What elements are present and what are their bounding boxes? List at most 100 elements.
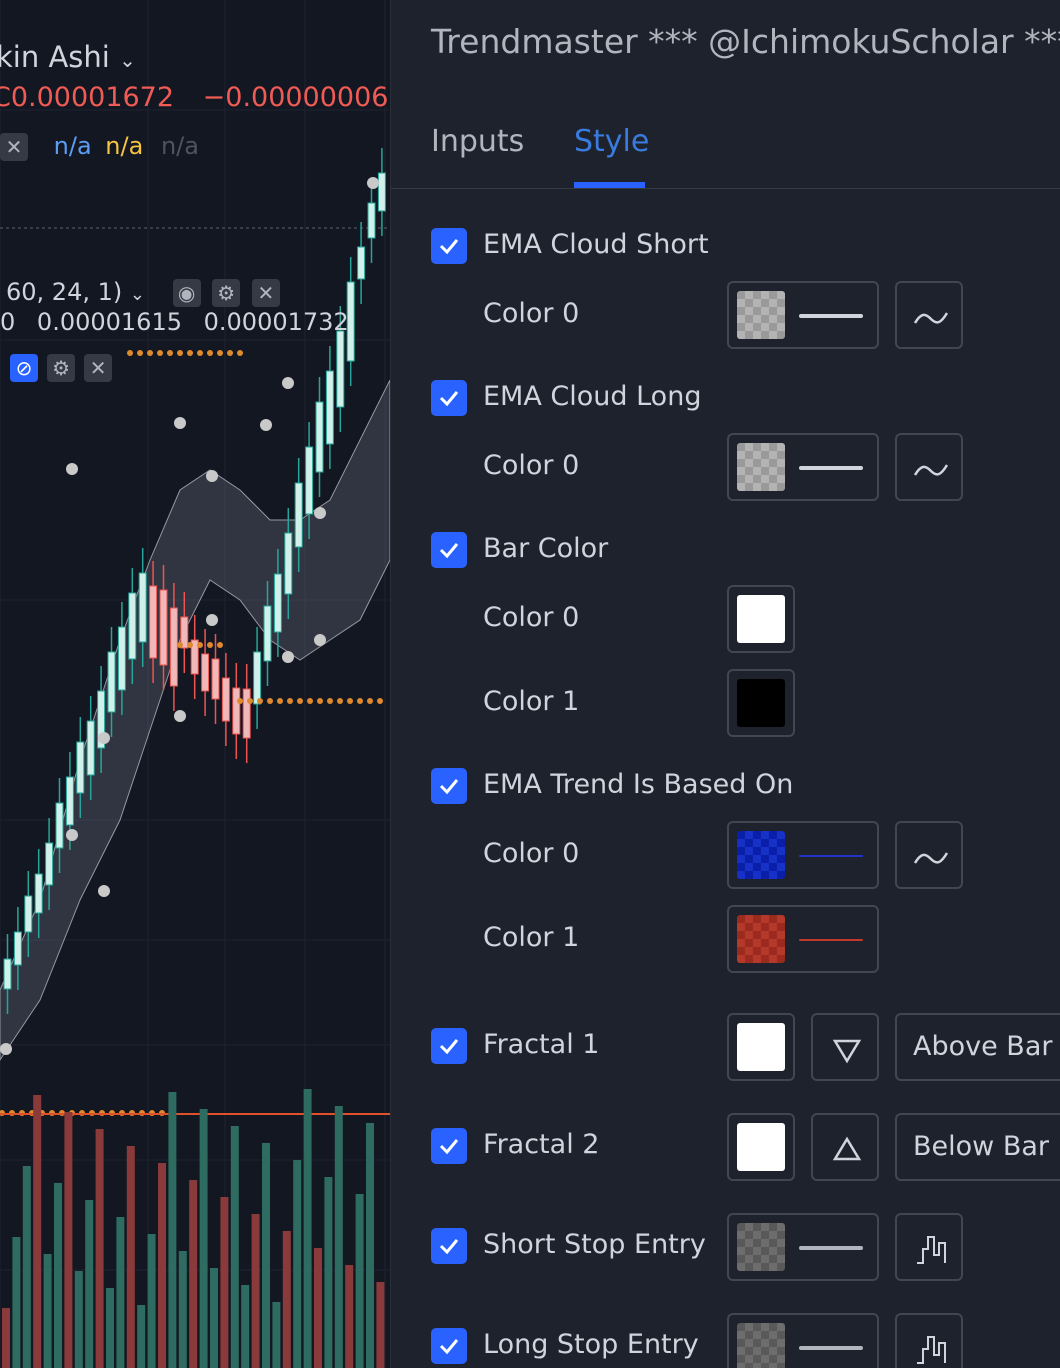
volume-bar xyxy=(220,1197,229,1368)
fractal1-checkbox[interactable] xyxy=(431,1028,467,1064)
volume-bar xyxy=(355,1194,364,1368)
plot-style-button[interactable] xyxy=(895,281,963,349)
fractal2-checkbox[interactable] xyxy=(431,1128,467,1164)
volume-bar xyxy=(376,1282,385,1368)
short-stop-color-swatch[interactable] xyxy=(727,1213,879,1281)
stop-dot xyxy=(237,698,243,704)
ema-trend-color0-swatch[interactable] xyxy=(727,821,879,889)
short-stop-checkbox[interactable] xyxy=(431,1228,467,1264)
line-preview xyxy=(799,1346,863,1350)
fractal1-shape-button[interactable] xyxy=(811,1013,879,1081)
fractal2-shape-button[interactable] xyxy=(811,1113,879,1181)
chevron-down-icon[interactable]: ⌄ xyxy=(129,284,145,305)
stop-dot xyxy=(247,698,253,704)
candle-body xyxy=(76,741,85,794)
indicator-params[interactable]: 60, 24, 1) xyxy=(6,278,123,306)
chevron-down-icon[interactable]: ⌄ xyxy=(119,48,136,72)
stop-dot xyxy=(207,350,213,356)
fractal-marker xyxy=(314,507,326,519)
stop-dot xyxy=(127,350,133,356)
candle-body xyxy=(201,653,210,692)
volume-bar xyxy=(74,1271,83,1368)
eye-hidden-icon[interactable]: ⊘ xyxy=(10,354,38,382)
checkmark-icon xyxy=(439,1339,459,1355)
tab-inputs[interactable]: Inputs xyxy=(431,124,525,159)
bar-color-checkbox[interactable] xyxy=(431,532,467,568)
ema-cloud-long-checkbox[interactable] xyxy=(431,380,467,416)
ema-cloud-short-checkbox[interactable] xyxy=(431,228,467,264)
candle-body xyxy=(325,370,334,445)
stop-dot xyxy=(267,698,273,704)
indicator-value: n/a xyxy=(105,132,144,160)
ema-cloud-short-color0-swatch[interactable] xyxy=(727,281,879,349)
close-icon[interactable]: ✕ xyxy=(0,133,28,161)
volume-bar xyxy=(314,1248,322,1368)
volume-bar xyxy=(303,1089,312,1368)
ema-trend-color0-label: Color 0 xyxy=(483,838,580,869)
fractal-marker xyxy=(66,463,78,475)
candle-body xyxy=(357,246,366,280)
fractal2-row: Fractal 2 xyxy=(391,1116,1060,1176)
fractal-marker xyxy=(0,1043,12,1055)
checkmark-icon xyxy=(439,239,459,255)
fractal2-location-select[interactable]: Below Bar ⌄ xyxy=(895,1113,1060,1181)
price-chart[interactable]: kin Ashi ⌄ C0.00001672 −0.00000006 ( ✕ n… xyxy=(0,0,390,1368)
indicator-values-row: 0 0.00001615 0.00001732 xyxy=(0,308,363,336)
plot-style-button[interactable] xyxy=(895,1313,963,1368)
stop-dot xyxy=(177,642,183,648)
candle-body xyxy=(221,677,230,722)
indicator-value: n/a xyxy=(160,132,199,160)
gear-icon[interactable]: ⚙ xyxy=(47,354,76,382)
checkmark-icon xyxy=(439,1139,459,1155)
stop-dot xyxy=(317,698,323,704)
candle-body xyxy=(55,802,64,849)
indicator-settings-dialog: Trendmaster *** @IchimokuScholar *** Inp… xyxy=(390,0,1060,1368)
volume-bar xyxy=(12,1237,21,1368)
fractal2-color-swatch[interactable] xyxy=(727,1113,795,1181)
ema-trend-checkbox[interactable] xyxy=(431,768,467,804)
checkmark-icon xyxy=(439,391,459,407)
close-icon[interactable]: ✕ xyxy=(84,354,113,382)
long-stop-color-swatch[interactable] xyxy=(727,1313,879,1368)
candle-body xyxy=(3,958,12,990)
stop-dot xyxy=(377,698,383,704)
line-preview xyxy=(799,939,863,941)
bar-color-color1-swatch[interactable] xyxy=(727,669,795,737)
fractal1-location-select[interactable]: Above Bar ⌄ xyxy=(895,1013,1060,1081)
fractal-marker xyxy=(314,634,326,646)
chart-canvas[interactable] xyxy=(0,0,390,1368)
volume-bar xyxy=(178,1251,187,1368)
volume-bar xyxy=(43,1254,52,1368)
ema-trend-row: EMA Trend Is Based On xyxy=(391,756,1060,816)
close-icon[interactable]: ✕ xyxy=(251,279,280,307)
tab-style[interactable]: Style xyxy=(574,124,650,159)
candle-body xyxy=(294,482,303,548)
long-stop-checkbox[interactable] xyxy=(431,1328,467,1364)
series-name[interactable]: kin Ashi xyxy=(0,40,110,74)
short-stop-row: Short Stop Entry xyxy=(391,1216,1060,1276)
candle-body xyxy=(97,690,106,749)
indicator-params-legend[interactable]: 60, 24, 1) ⌄ ◉ ⚙ ✕ xyxy=(6,278,284,307)
candle-body xyxy=(149,585,158,659)
fractal2-label: Fractal 2 xyxy=(483,1129,600,1160)
stop-dot xyxy=(197,642,203,648)
plot-style-button[interactable] xyxy=(895,821,963,889)
candle-body xyxy=(305,446,314,515)
line-preview xyxy=(799,855,863,857)
ema-cloud-long-color0-swatch[interactable] xyxy=(727,433,879,501)
stop-dot xyxy=(367,698,373,704)
plot-style-button[interactable] xyxy=(895,433,963,501)
series-legend[interactable]: kin Ashi ⌄ xyxy=(0,40,136,74)
bar-color-color0-swatch[interactable] xyxy=(727,585,795,653)
fractal1-color-swatch[interactable] xyxy=(727,1013,795,1081)
volume-bar xyxy=(210,1268,218,1368)
volume-bar xyxy=(33,1095,42,1368)
bar-color-label: Bar Color xyxy=(483,533,609,564)
eye-icon[interactable]: ◉ xyxy=(172,279,201,307)
gear-icon[interactable]: ⚙ xyxy=(212,279,241,307)
long-stop-row: Long Stop Entry xyxy=(391,1316,1060,1368)
ema-trend-color1-swatch[interactable] xyxy=(727,905,879,973)
line-style-icon xyxy=(913,852,949,864)
plot-style-button[interactable] xyxy=(895,1213,963,1281)
color-chip xyxy=(737,1023,785,1071)
